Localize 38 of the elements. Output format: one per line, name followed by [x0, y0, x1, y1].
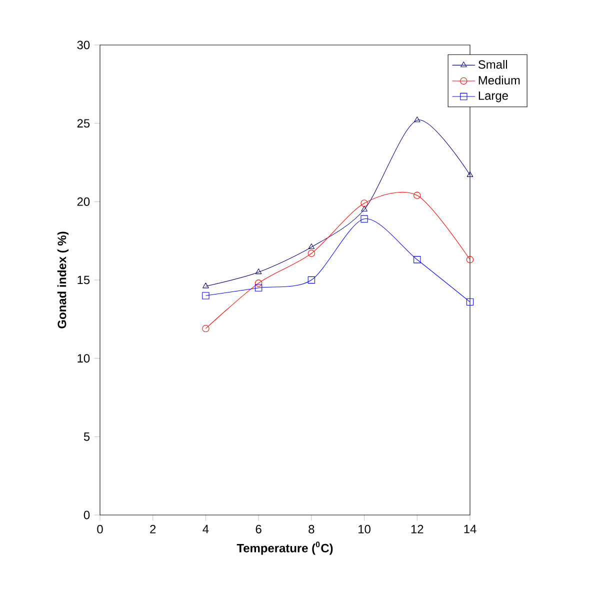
point [466, 171, 474, 177]
y-axis-title: Gonad index ( %) [57, 232, 69, 328]
point [308, 276, 316, 284]
point [254, 280, 262, 287]
legend-label: Medium [478, 76, 520, 85]
x-tick-label: 12 [411, 524, 424, 534]
x-tick-label: 2 [150, 524, 156, 534]
point [361, 206, 368, 212]
point [308, 250, 316, 257]
x-tick-label: 4 [202, 524, 209, 534]
point [308, 244, 315, 250]
point [360, 215, 368, 222]
point [414, 256, 421, 264]
y-tick-label: 0 [84, 510, 90, 520]
x-tick-label: 6 [256, 524, 262, 534]
point [466, 256, 474, 264]
x-axis-title: Temperature ($^{0}$C) [236, 542, 333, 555]
x-tick-label: 8 [308, 524, 314, 534]
point [202, 324, 210, 332]
y-tick-label: 20 [77, 197, 90, 206]
point [414, 116, 420, 122]
point [360, 200, 368, 207]
y-tick-label: 30 [77, 40, 90, 50]
y-tick-label: 25 [77, 119, 90, 128]
y-tick-label: 5 [84, 432, 90, 441]
y-tick-label: 10 [78, 354, 90, 363]
point [255, 268, 262, 274]
point [202, 292, 210, 300]
y-tick-label: 15 [78, 276, 90, 284]
x-tick-label: 0 [97, 524, 103, 534]
x-tick-label: 10 [358, 524, 370, 534]
legend-label: Small [478, 60, 508, 69]
point [254, 284, 262, 292]
point [414, 192, 421, 199]
x-tick-label: 14 [464, 524, 476, 534]
legend-label: Large [478, 92, 508, 102]
point [466, 298, 474, 306]
point [202, 282, 209, 288]
